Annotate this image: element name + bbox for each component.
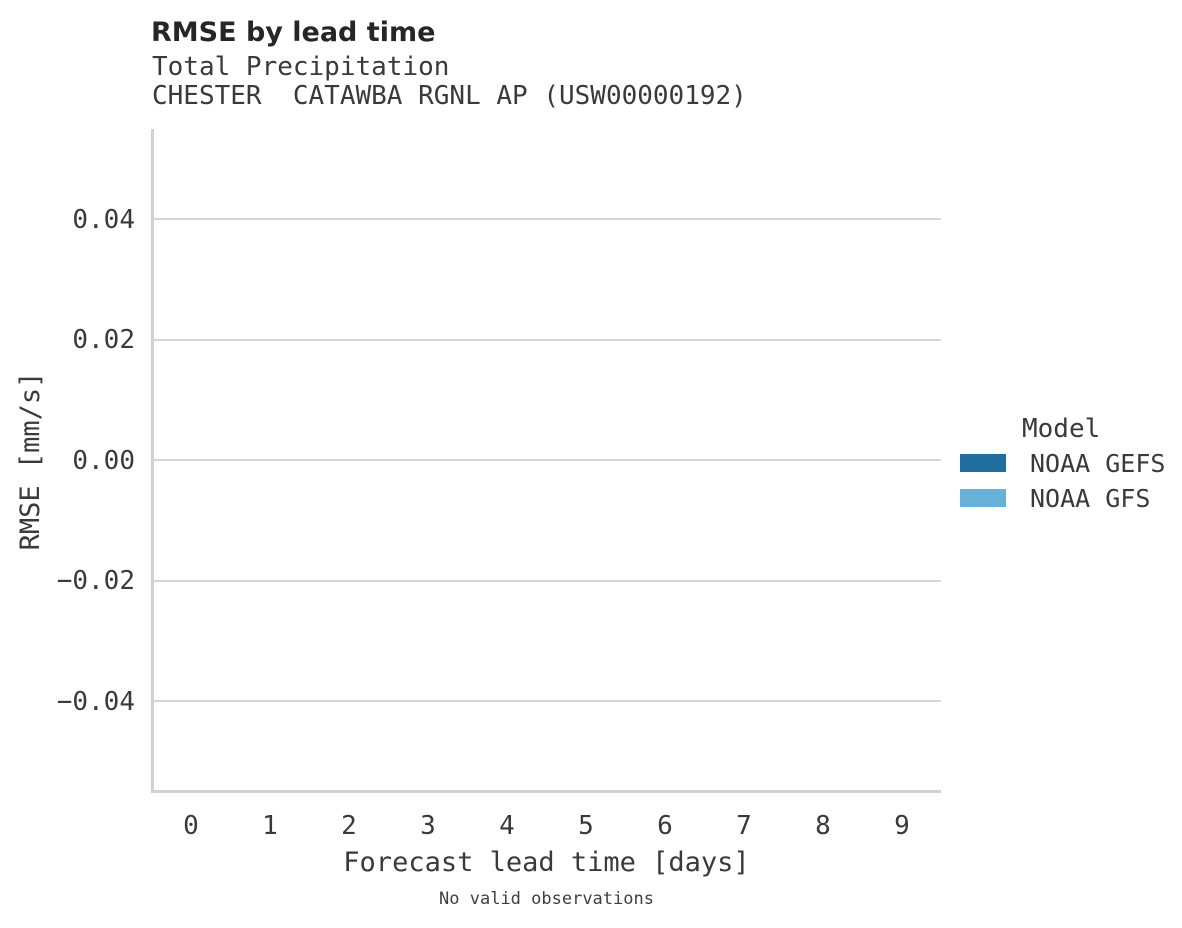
y-axis-label: RMSE [mm/s] xyxy=(15,371,46,551)
x-tick-label: 0 xyxy=(183,811,199,841)
x-tick-label: 6 xyxy=(657,811,673,841)
x-axis-label: Forecast lead time [days] xyxy=(343,847,750,878)
gridline-y-0.02 xyxy=(154,339,941,341)
x-tick-label: 2 xyxy=(341,811,357,841)
legend-label-noaa-gfs: NOAA GFS xyxy=(1030,484,1151,513)
legend-swatch-noaa-gefs xyxy=(960,454,1006,472)
legend-swatch-noaa-gfs xyxy=(960,489,1006,507)
y-tick-label: 0.04 xyxy=(72,205,135,235)
chart-subtitle: Total Precipitation xyxy=(152,52,450,82)
gridline-y--0.02 xyxy=(154,580,941,582)
x-tick-label: 9 xyxy=(894,811,910,841)
chart-title: RMSE by lead time xyxy=(151,17,436,48)
x-tick-label: 1 xyxy=(262,811,278,841)
gridline-y-0.04 xyxy=(154,218,941,220)
legend-label-noaa-gefs: NOAA GEFS xyxy=(1030,449,1166,478)
plot-area xyxy=(151,129,941,793)
x-tick-label: 4 xyxy=(499,811,515,841)
y-tick-label: −0.02 xyxy=(56,566,135,596)
legend-title: Model xyxy=(1022,414,1101,444)
chart-station-subtitle: CHESTER CATAWBA RGNL AP (USW00000192) xyxy=(152,81,747,111)
no-data-note: No valid observations xyxy=(439,889,654,909)
gridline-y-0.00 xyxy=(154,459,941,461)
x-tick-label: 3 xyxy=(420,811,436,841)
y-tick-label: 0.00 xyxy=(72,446,135,476)
y-tick-label: −0.04 xyxy=(56,687,135,717)
gridline-y--0.04 xyxy=(154,700,941,702)
x-tick-label: 8 xyxy=(815,811,831,841)
x-tick-label: 7 xyxy=(736,811,752,841)
y-tick-label: 0.02 xyxy=(72,325,135,355)
x-tick-label: 5 xyxy=(578,811,594,841)
